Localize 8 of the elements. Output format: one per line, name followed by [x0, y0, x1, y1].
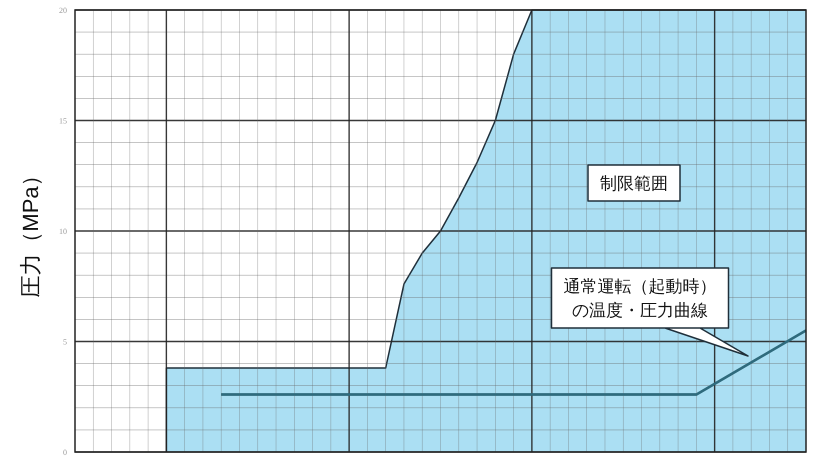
y-tick-label: 0	[63, 448, 67, 457]
annotation: 通常運転（起動時） の温度・圧力曲線	[564, 277, 716, 320]
y-tick-label: 15	[59, 116, 67, 126]
y-axis-title: 圧力（MPa）	[18, 164, 43, 298]
annotation: 制限範囲	[600, 174, 668, 193]
y-tick-label: 5	[63, 338, 67, 346]
y-tick-label: 20	[59, 6, 67, 15]
y-tick-label: 10	[59, 227, 67, 236]
